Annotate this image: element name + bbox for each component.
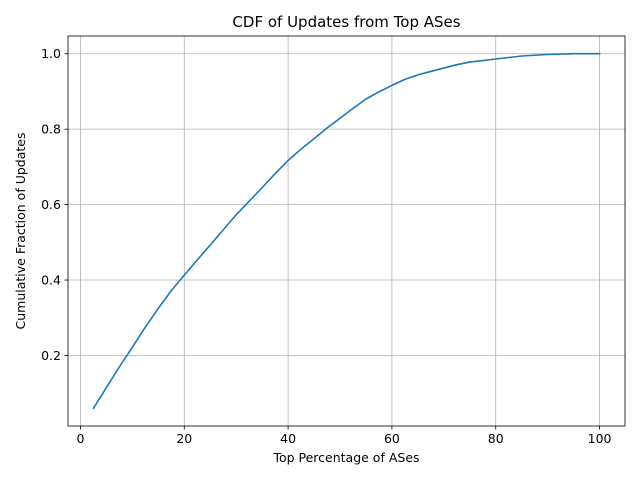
y-tick-label: 0.4 — [41, 273, 61, 288]
x-tick-label: 60 — [384, 431, 400, 446]
series-layer — [92, 52, 601, 410]
cdf-series-line — [92, 52, 601, 410]
x-tick-label: 0 — [76, 431, 84, 446]
x-tick-label: 40 — [280, 431, 296, 446]
chart-title: CDF of Updates from Top ASes — [232, 13, 460, 31]
y-tick-label: 0.6 — [41, 197, 61, 212]
grid-lines — [68, 36, 625, 426]
y-axis-ticks: 0.2 0.4 0.6 0.8 1.0 — [41, 46, 68, 363]
y-axis-label: Cumulative Fraction of Updates — [13, 133, 28, 330]
y-tick-label: 1.0 — [41, 46, 61, 61]
y-tick-label: 0.8 — [41, 122, 61, 137]
plot-frame — [67, 35, 626, 427]
x-tick-label: 20 — [176, 431, 192, 446]
x-tick-label: 100 — [588, 431, 612, 446]
y-tick-label: 0.2 — [41, 348, 61, 363]
x-axis-ticks: 0 20 40 60 80 100 — [76, 426, 612, 446]
x-axis-label: Top Percentage of ASes — [272, 450, 419, 465]
x-tick-label: 80 — [488, 431, 504, 446]
